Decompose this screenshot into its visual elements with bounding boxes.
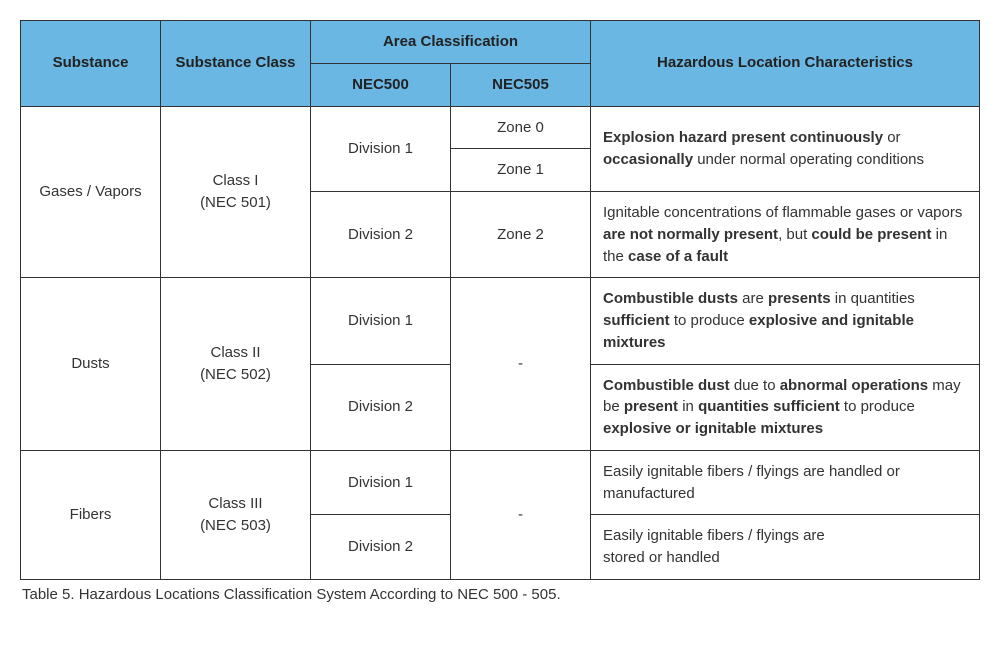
class-label: Class I xyxy=(213,172,259,189)
hazardous-locations-table: Substance Substance Class Area Classific… xyxy=(20,20,980,580)
table-row: Dusts Class II (NEC 502) Division 1 - Co… xyxy=(21,278,980,364)
cell-gases-zone1: Zone 1 xyxy=(451,149,591,192)
class-nec: (NEC 502) xyxy=(200,366,271,383)
cell-gases-zone0: Zone 0 xyxy=(451,106,591,149)
cell-dusts-nec505: - xyxy=(451,278,591,451)
cell-class-gases: Class I (NEC 501) xyxy=(161,106,311,278)
class-label: Class III xyxy=(208,495,262,512)
table-caption: Table 5. Hazardous Locations Classificat… xyxy=(20,586,980,603)
cell-dusts-div1: Division 1 xyxy=(311,278,451,364)
table-row: Fibers Class III (NEC 503) Division 1 - … xyxy=(21,450,980,515)
cell-substance-dusts: Dusts xyxy=(21,278,161,451)
cell-class-dusts: Class II (NEC 502) xyxy=(161,278,311,451)
class-nec: (NEC 501) xyxy=(200,194,271,211)
class-nec: (NEC 503) xyxy=(200,517,271,534)
cell-fibers-nec505: - xyxy=(451,450,591,579)
cell-dusts-char2: Combustible dust due to abnormal operati… xyxy=(591,364,980,450)
cell-gases-div1: Division 1 xyxy=(311,106,451,192)
cell-fibers-char1: Easily ignitable fibers / flyings are ha… xyxy=(591,450,980,515)
header-nec505: NEC505 xyxy=(451,63,591,106)
class-label: Class II xyxy=(210,344,260,361)
cell-fibers-div2: Division 2 xyxy=(311,515,451,580)
cell-gases-div2: Division 2 xyxy=(311,192,451,278)
char-line: Easily ignitable fibers / flyings are xyxy=(603,527,825,544)
header-substance-class: Substance Class xyxy=(161,21,311,107)
cell-class-fibers: Class III (NEC 503) xyxy=(161,450,311,579)
cell-substance-fibers: Fibers xyxy=(21,450,161,579)
cell-gases-char2: Ignitable concentrations of flammable ga… xyxy=(591,192,980,278)
cell-substance-gases: Gases / Vapors xyxy=(21,106,161,278)
cell-gases-char1: Explosion hazard present continuously or… xyxy=(591,106,980,192)
cell-fibers-div1: Division 1 xyxy=(311,450,451,515)
header-area-classification: Area Classification xyxy=(311,21,591,64)
cell-dusts-char1: Combustible dusts are presents in quanti… xyxy=(591,278,980,364)
char-line: stored or handled xyxy=(603,549,720,566)
cell-gases-zone2: Zone 2 xyxy=(451,192,591,278)
cell-dusts-div2: Division 2 xyxy=(311,364,451,450)
header-substance: Substance xyxy=(21,21,161,107)
header-nec500: NEC500 xyxy=(311,63,451,106)
header-characteristics: Hazardous Location Characteristics xyxy=(591,21,980,107)
table-row: Gases / Vapors Class I (NEC 501) Divisio… xyxy=(21,106,980,149)
cell-fibers-char2: Easily ignitable fibers / flyings are st… xyxy=(591,515,980,580)
